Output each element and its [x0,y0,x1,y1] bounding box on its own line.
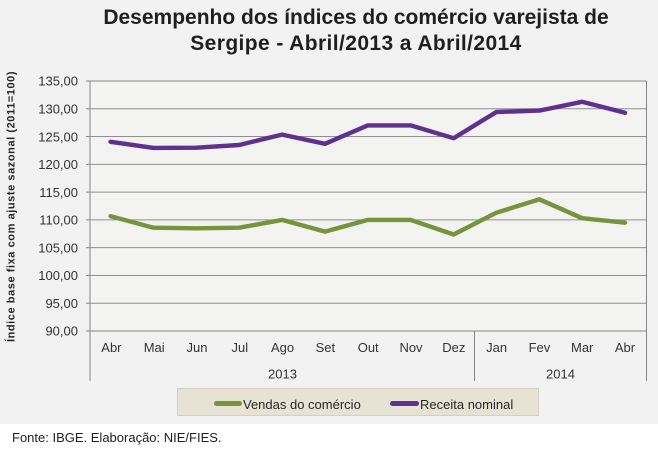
svg-text:Abr: Abr [615,340,636,355]
svg-text:2014: 2014 [546,367,575,382]
svg-text:125,00: 125,00 [38,129,78,144]
svg-text:105,00: 105,00 [38,240,78,255]
svg-text:Dez: Dez [442,340,465,355]
svg-text:2013: 2013 [268,367,297,382]
svg-text:Jan: Jan [486,340,507,355]
svg-text:120,00: 120,00 [38,157,78,172]
svg-text:110,00: 110,00 [39,213,78,228]
svg-text:Mar: Mar [571,340,594,355]
svg-text:Set: Set [316,340,336,355]
svg-text:Mai: Mai [144,340,165,355]
svg-text:135,00: 135,00 [38,74,78,89]
svg-text:Nov: Nov [399,340,423,355]
svg-text:Fev: Fev [529,340,551,355]
svg-text:Out: Out [358,340,379,355]
svg-text:Abr: Abr [101,340,122,355]
svg-text:130,00: 130,00 [38,102,78,117]
svg-text:100,00: 100,00 [38,268,78,283]
svg-text:Ago: Ago [271,340,294,355]
svg-text:95,00: 95,00 [45,296,78,311]
svg-text:90,00: 90,00 [45,324,78,339]
svg-text:Jun: Jun [187,340,208,355]
svg-text:Jul: Jul [231,340,248,355]
svg-text:115,00: 115,00 [39,185,78,200]
